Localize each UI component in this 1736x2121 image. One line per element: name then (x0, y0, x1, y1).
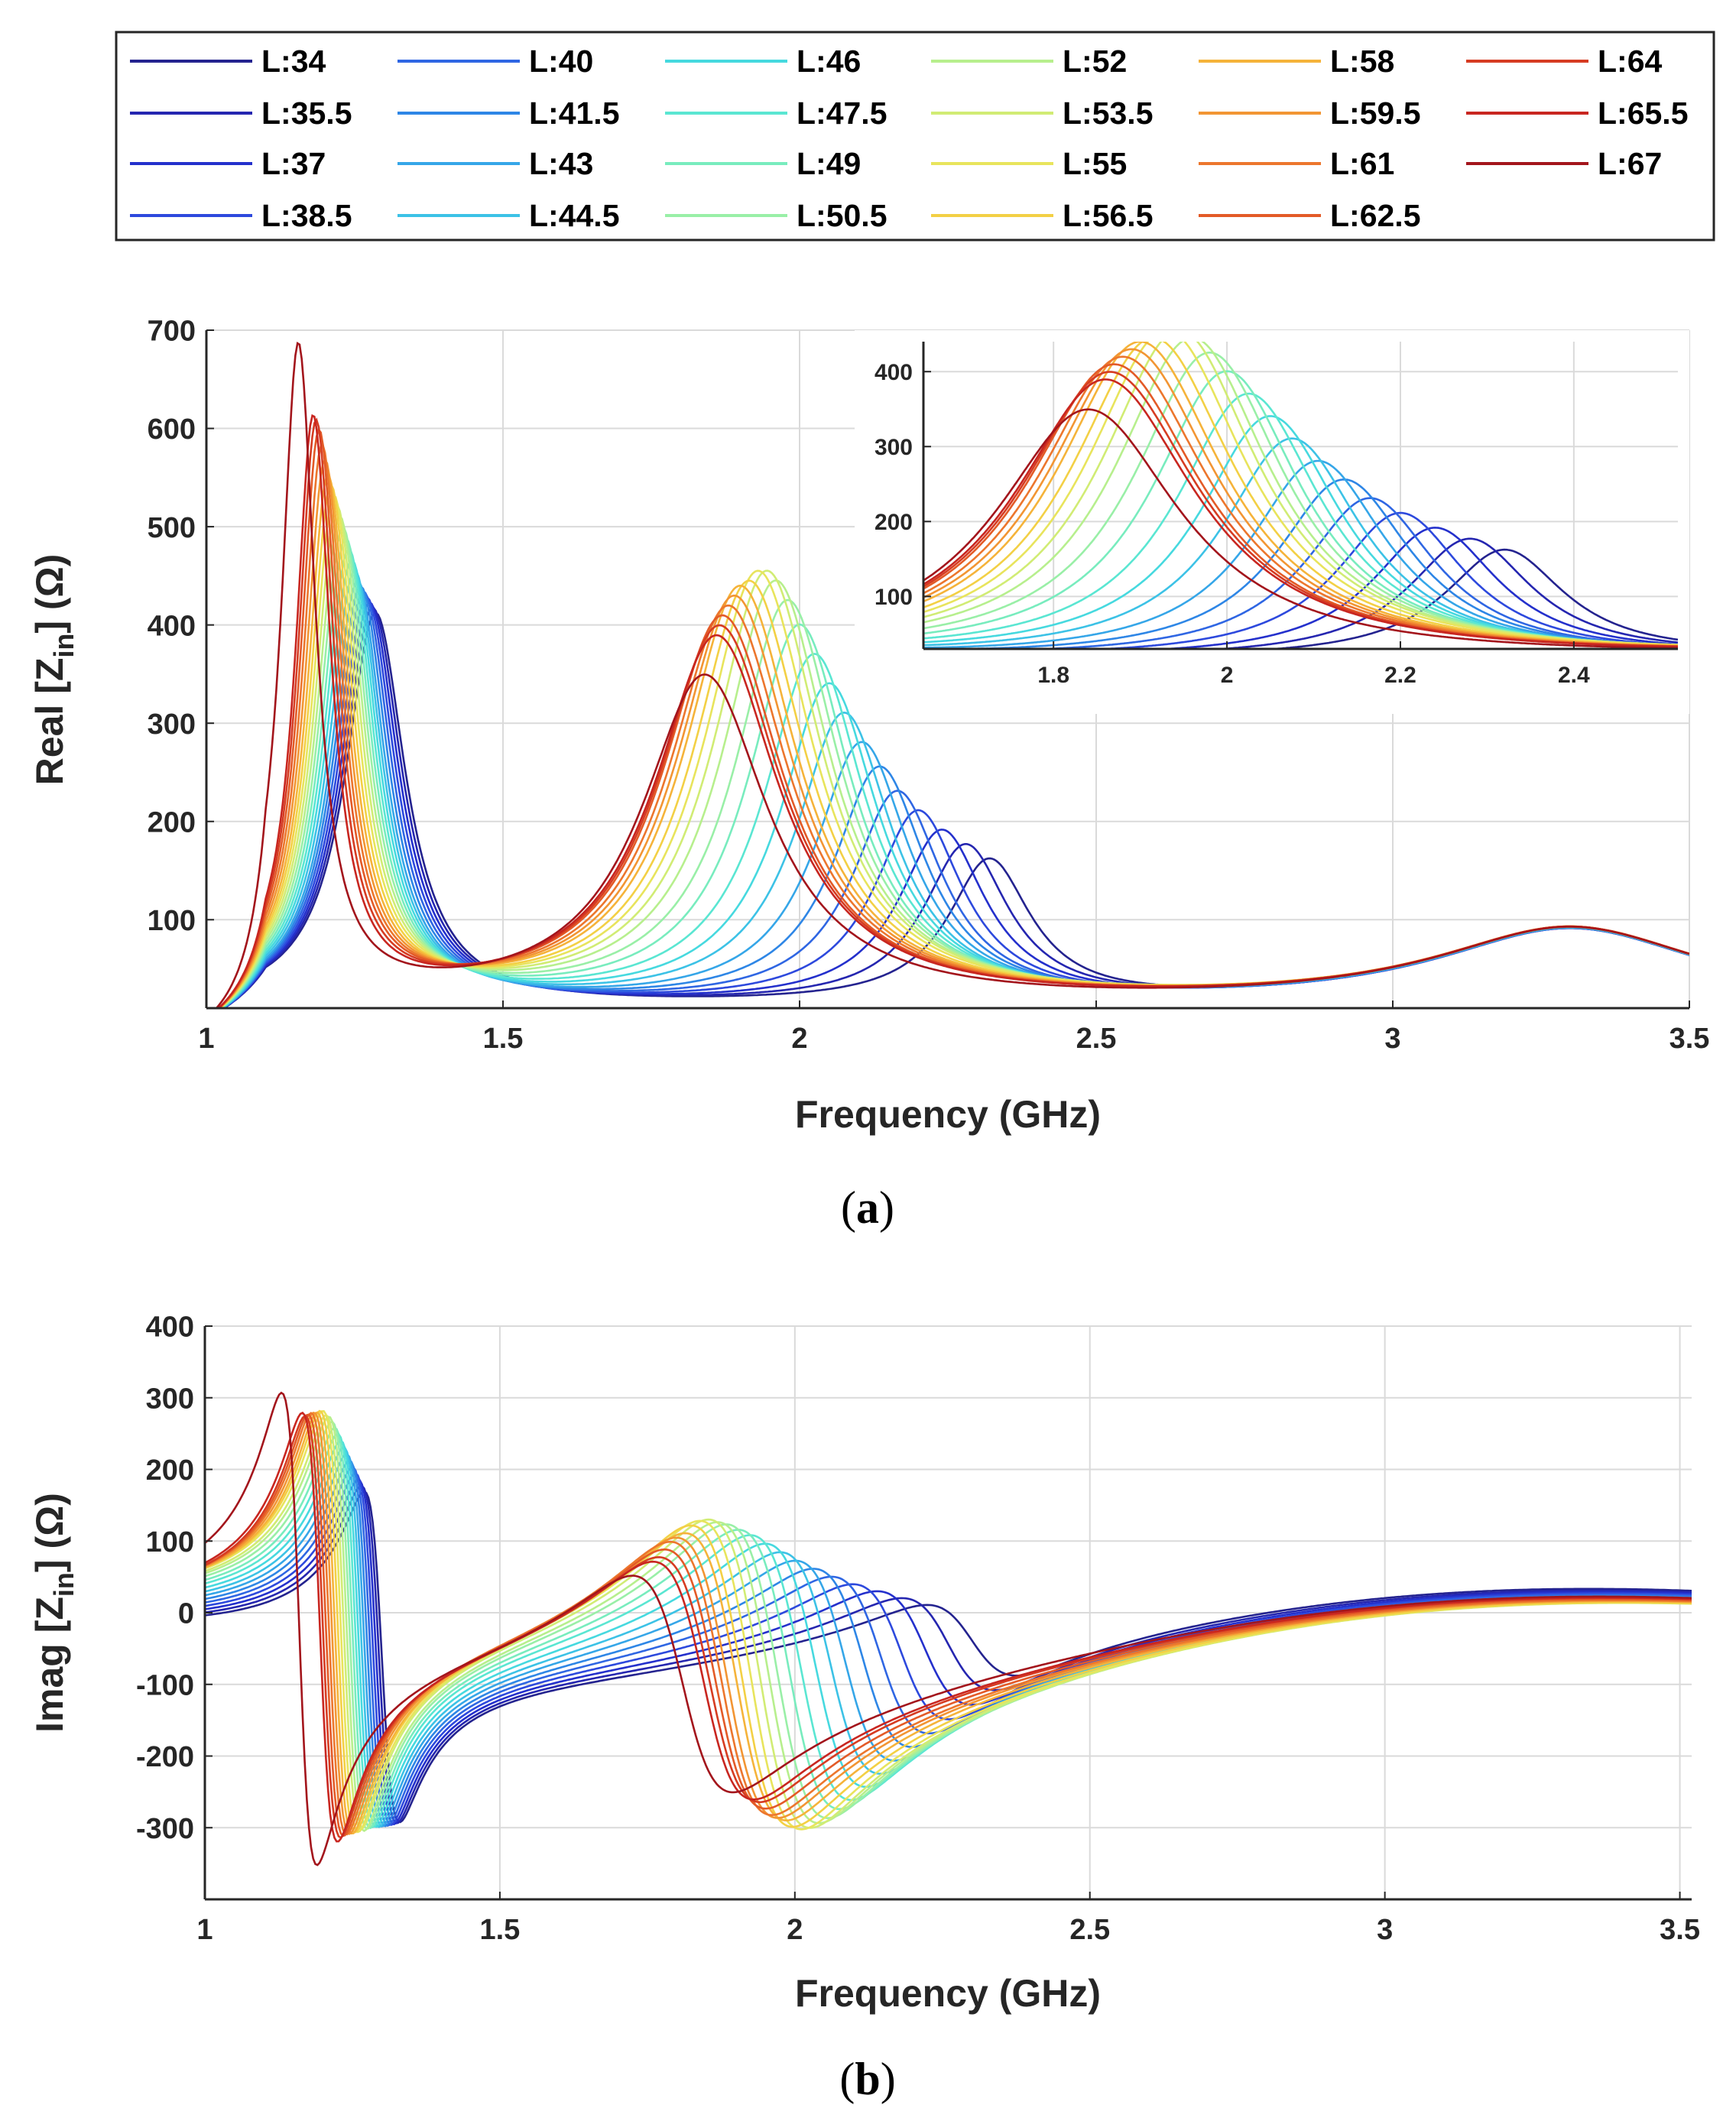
x-tick-label: 2 (1221, 663, 1234, 688)
series-line-L-38_5 (1085, 511, 1678, 649)
y-axis-label-b: Imag [Zin] (Ω) (28, 1493, 79, 1733)
y-tick-label: 300 (146, 1383, 194, 1415)
legend-label: L:59.5 (1330, 96, 1421, 131)
series-line-L-40 (205, 1466, 1692, 1827)
x-tick-label: 1.5 (479, 1914, 520, 1946)
series-line-L-67 (215, 341, 1689, 1008)
legend-label: L:34 (261, 44, 326, 79)
series-line-L-41_5 (923, 478, 1678, 649)
legend-label: L:62.5 (1330, 198, 1421, 233)
y-tick-label: -300 (136, 1813, 194, 1845)
series-line-L-34 (1261, 548, 1678, 649)
x-tick-label: 2 (787, 1914, 803, 1946)
grid-inset (923, 342, 1678, 649)
legend-label: L:49 (797, 146, 861, 181)
legend-label: L:43 (529, 146, 593, 181)
legend-label: L:50.5 (797, 198, 887, 233)
y-tick-label: 300 (874, 435, 913, 460)
y-tick-label: 400 (148, 610, 196, 642)
y-tick-label: 200 (874, 510, 913, 535)
inset-plot-area (923, 342, 1678, 649)
y-tick-label: 700 (148, 316, 196, 348)
x-tick-label: 1 (196, 1914, 213, 1946)
inset-zoom: 1.8 2 2.2 2.4 100 200 300 400 (855, 330, 1689, 714)
legend-label: L:38.5 (261, 198, 352, 233)
series-line-L-35_5 (205, 1484, 1692, 1824)
y-tick-label: 600 (148, 413, 196, 446)
x-tick-label: 3 (1384, 1023, 1400, 1055)
x-axis-label-a: Frequency (GHz) (795, 1093, 1101, 1136)
x-tick-label: 2.5 (1076, 1023, 1117, 1055)
legend-label: L:56.5 (1063, 198, 1154, 233)
x-tick-label: 2.4 (1558, 663, 1590, 688)
x-tick-label: 2.5 (1069, 1914, 1110, 1946)
legend-label: L:53.5 (1063, 96, 1154, 131)
y-tick-label: 400 (146, 1312, 194, 1344)
y-tick-label: 500 (148, 512, 196, 544)
x-axis-label-b: Frequency (GHz) (795, 1972, 1101, 2015)
caption-a: (a) (841, 1182, 894, 1233)
x-tick-label: 1.5 (483, 1023, 524, 1055)
legend-label: L:40 (529, 44, 593, 79)
series-lines-a (215, 341, 1689, 1008)
y-tick-label: 100 (146, 1526, 194, 1558)
panel-a-real-impedance: 1.8 2 2.2 2.4 100 200 300 400 1 1.5 2 2.5 3 3.5 100 20… (28, 316, 1709, 1233)
legend-label: L:46 (797, 44, 861, 79)
series-line-L-38_5 (205, 1472, 1692, 1826)
legend: L:34 L:35.5 L:37 L:38.5 L:40 L:41.5 L:43 L:44.5… (115, 31, 1715, 242)
series-line-L-37 (1150, 527, 1678, 649)
x-tick-label: 1 (198, 1023, 214, 1055)
series-line-L-37 (205, 1478, 1692, 1826)
y-tick-label: 300 (148, 709, 196, 741)
series-line-L-34 (205, 1490, 1692, 1824)
legend-label: L:41.5 (529, 96, 620, 131)
y-tick-label: 200 (146, 1455, 194, 1487)
y-tick-label: 200 (148, 806, 196, 838)
y-tick-label: 0 (178, 1598, 194, 1630)
series-line-L-67 (205, 1391, 1692, 1866)
y-tick-label: -200 (136, 1741, 194, 1773)
series-line-L-35_5 (1208, 537, 1678, 649)
legend-label: L:52 (1063, 44, 1127, 79)
y-axis-label-a: Real [Zin] (Ω) (28, 554, 79, 786)
series-line-L-67 (923, 408, 1678, 649)
grid-b (204, 1325, 1692, 1899)
legend-label: L:37 (261, 146, 326, 181)
x-tick-label: 2 (791, 1023, 807, 1055)
series-line-L-65_5 (205, 1411, 1692, 1843)
y-tick-label: 400 (874, 360, 913, 385)
y-tick-label: 100 (874, 585, 913, 610)
y-tick-label: -100 (136, 1669, 194, 1701)
x-tick-label: 3 (1377, 1914, 1393, 1946)
legend-label: L:64 (1598, 44, 1663, 79)
caption-b: (b) (839, 2054, 895, 2104)
series-lines-b (205, 1391, 1692, 1866)
legend-label: L:55 (1063, 146, 1127, 181)
y-tick-label: 100 (148, 905, 196, 937)
legend-label: L:61 (1330, 146, 1394, 181)
legend-label: L:47.5 (797, 96, 887, 131)
axes-b: 1 1.5 2 2.5 3 3.5 -300 -200 -100 0 100 200 300 400 (136, 1312, 1700, 1946)
series-line-L-55 (923, 342, 1678, 647)
series-lines-inset (923, 342, 1678, 649)
axes-inset: 1.8 2 2.2 2.4 100 200 300 400 (874, 342, 1678, 688)
x-tick-label: 2.2 (1384, 663, 1416, 688)
legend-label: L:58 (1330, 44, 1394, 79)
axes-a: 1 1.5 2 2.5 3 3.5 100 200 300 400 500 600 700 (148, 316, 1710, 1055)
legend-label: L:67 (1598, 146, 1662, 181)
legend-label: L:65.5 (1598, 96, 1689, 131)
x-tick-label: 3.5 (1660, 1914, 1700, 1946)
x-tick-label: 3.5 (1669, 1023, 1710, 1055)
panel-b-imag-impedance: 1 1.5 2 2.5 3 3.5 -300 -200 -100 0 100 200 300 400 Fr… (28, 1312, 1700, 2104)
legend-label: L:44.5 (529, 198, 620, 233)
x-tick-label: 1.8 (1037, 663, 1069, 688)
legend-label: L:35.5 (261, 96, 352, 131)
